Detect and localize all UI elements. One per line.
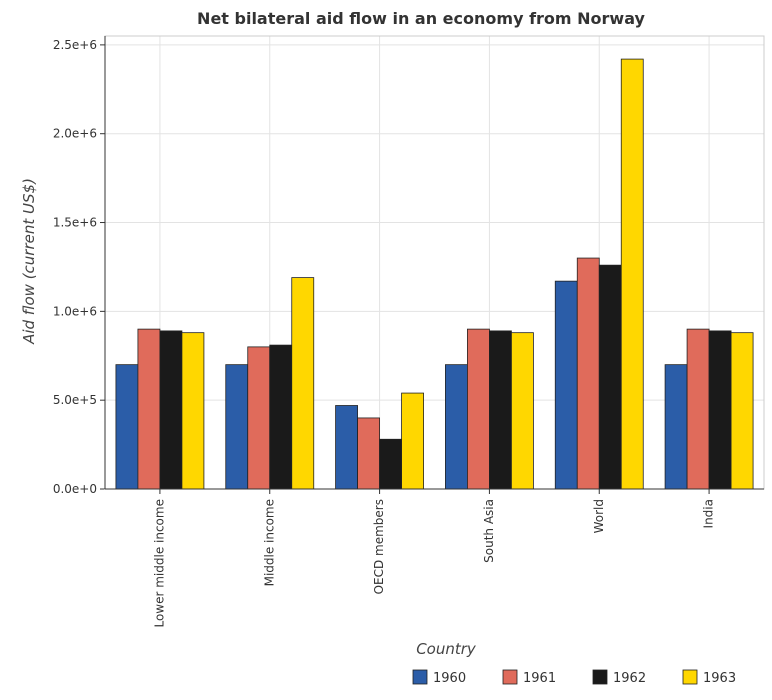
- bar-south-asia-1963: [511, 332, 534, 490]
- bar-world-1962: [598, 264, 622, 490]
- legend-swatch-1960: [412, 669, 428, 685]
- y-tick-label: 5.0e+5: [53, 393, 97, 407]
- legend-label-1961: 1961: [523, 671, 556, 686]
- bar-world-1960: [554, 280, 578, 490]
- y-tick-label: 1.0e+6: [53, 304, 97, 318]
- legend-swatch-1963: [682, 669, 698, 685]
- bar-oecd-members-1962: [379, 438, 402, 490]
- x-tick-label: India: [702, 499, 716, 528]
- bar-middle-income-1961: [247, 346, 271, 490]
- x-tick-label: OECD members: [372, 499, 386, 594]
- bar-south-asia-1961: [467, 328, 490, 490]
- bar-south-asia-1960: [445, 364, 468, 490]
- legend-label-1960: 1960: [433, 671, 466, 686]
- x-tick-label: South Asia: [482, 499, 496, 563]
- bar-lower-middle-income-1962: [159, 330, 183, 490]
- bar-lower-middle-income-1960: [115, 364, 139, 490]
- y-tick-label: 2.0e+6: [53, 127, 97, 141]
- bar-india-1962: [708, 330, 732, 490]
- bar-middle-income-1960: [225, 364, 249, 490]
- bar-middle-income-1963: [291, 277, 315, 490]
- bar-lower-middle-income-1961: [137, 328, 161, 490]
- legend: 1960 1961 1962 1963: [412, 669, 736, 686]
- bar-lower-middle-income-1963: [181, 332, 205, 490]
- x-axis-label: Country: [416, 640, 477, 658]
- bar-india-1961: [686, 328, 710, 490]
- x-tick-label: Lower middle income: [152, 499, 166, 628]
- bar-world-1961: [576, 257, 600, 490]
- bar-india-1963: [730, 332, 754, 490]
- bar-world-1963: [620, 58, 644, 490]
- bar-oecd-members-1960: [335, 405, 358, 490]
- legend-label-1962: 1962: [613, 671, 646, 686]
- y-tick-label: 2.5e+6: [53, 38, 97, 52]
- y-tick-label: 0.0e+0: [53, 482, 97, 496]
- legend-swatch-1962: [592, 669, 608, 685]
- bar-south-asia-1962: [489, 330, 512, 490]
- bar-oecd-members-1961: [357, 417, 380, 490]
- y-tick-label: 1.5e+6: [53, 216, 97, 230]
- chart-title: Net bilateral aid flow in an economy fro…: [197, 9, 645, 28]
- legend-label-1963: 1963: [703, 671, 736, 686]
- bar-middle-income-1962: [269, 344, 293, 490]
- bar-oecd-members-1963: [401, 392, 424, 490]
- y-axis-label: Aid flow (current US$): [20, 178, 38, 345]
- bar-india-1960: [664, 364, 688, 490]
- plot-area: 0.0e+0 5.0e+5 1.0e+6 1.5e+6 2.0e+6 2.5e+6 Lowe…: [53, 35, 765, 628]
- legend-swatch-1961: [502, 669, 518, 685]
- x-tick-label: World: [592, 499, 606, 533]
- x-tick-label: Middle income: [262, 499, 276, 586]
